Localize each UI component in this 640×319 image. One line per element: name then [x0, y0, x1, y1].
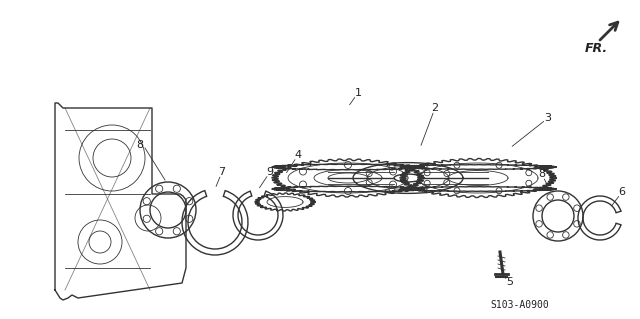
Text: 7: 7: [218, 167, 225, 177]
Text: 4: 4: [294, 150, 301, 160]
Text: 1: 1: [355, 88, 362, 98]
Text: 8: 8: [538, 169, 545, 179]
Text: 9: 9: [266, 167, 273, 177]
Text: 8: 8: [136, 140, 143, 150]
Text: 6: 6: [618, 187, 625, 197]
Text: 3: 3: [545, 113, 552, 123]
Text: FR.: FR.: [585, 42, 608, 55]
Text: 2: 2: [431, 103, 438, 113]
Text: 5: 5: [506, 277, 513, 287]
Text: S103-A0900: S103-A0900: [490, 300, 548, 310]
